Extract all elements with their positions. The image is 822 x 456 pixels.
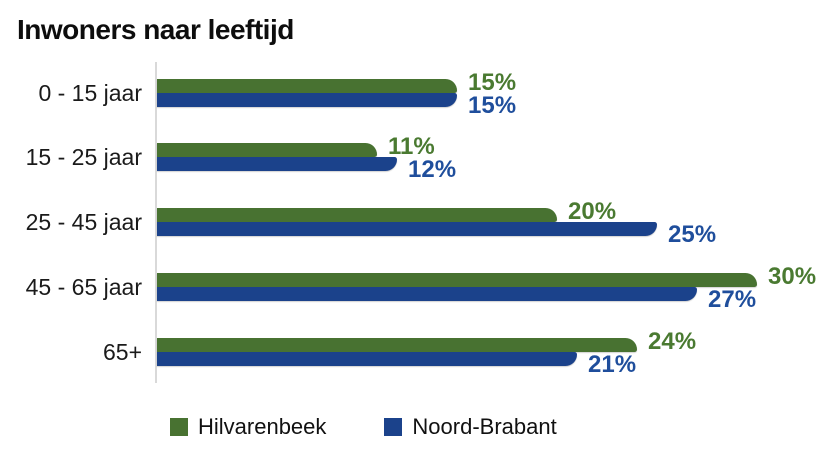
category-label: 45 - 65 jaar (25, 274, 142, 301)
noord-brabant-swatch-icon (384, 418, 403, 436)
value-label-noord-brabant: 15% (468, 91, 517, 119)
hilvarenbeek-swatch-icon (170, 418, 188, 436)
y-axis-line (155, 62, 157, 383)
value-label-hilvarenbeek: 24% (648, 328, 697, 356)
bar-hilvarenbeek (157, 208, 557, 223)
value-label-hilvarenbeek: 15% (468, 68, 517, 96)
value-label-noord-brabant: 21% (588, 351, 637, 379)
legend-item-noord-brabant: Noord-Brabant (384, 414, 557, 440)
legend: Hilvarenbeek Noord-Brabant (170, 414, 557, 440)
category-label: 25 - 45 jaar (25, 209, 142, 236)
value-label-noord-brabant: 12% (408, 156, 457, 184)
bar-noord-brabant (157, 222, 657, 237)
chart-title: Inwoners naar leeftijd (17, 14, 294, 45)
value-label-hilvarenbeek: 20% (568, 198, 617, 226)
value-label-hilvarenbeek: 11% (388, 133, 435, 161)
value-label-noord-brabant: 27% (708, 286, 757, 314)
legend-item-hilvarenbeek: Hilvarenbeek (170, 414, 326, 440)
bar-hilvarenbeek (157, 78, 457, 93)
legend-label-noord-brabant: Noord-Brabant (412, 414, 557, 439)
bar-hilvarenbeek (157, 273, 757, 288)
value-label-noord-brabant: 25% (668, 221, 717, 249)
category-label: 15 - 25 jaar (25, 144, 142, 171)
category-label: 0 - 15 jaar (38, 79, 142, 106)
value-label-hilvarenbeek: 30% (768, 263, 817, 291)
category-label: 65+ (102, 339, 142, 366)
bar-noord-brabant (157, 157, 397, 172)
bar-hilvarenbeek (157, 143, 377, 158)
bar-noord-brabant (157, 352, 577, 367)
bar-noord-brabant (157, 287, 697, 302)
bar-hilvarenbeek (157, 338, 637, 353)
bar-noord-brabant (157, 92, 457, 107)
legend-label-hilvarenbeek: Hilvarenbeek (198, 414, 327, 439)
